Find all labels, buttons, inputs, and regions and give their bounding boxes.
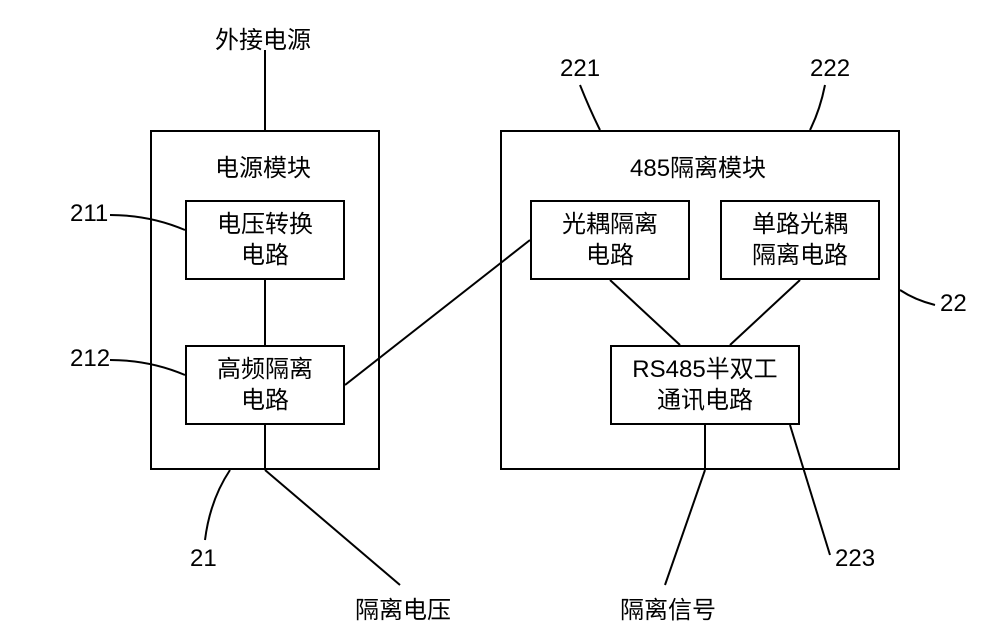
ref-223: 223: [835, 545, 875, 573]
ref-222: 222: [810, 55, 850, 83]
ref-221: 221: [560, 55, 600, 83]
opto-isolation-label: 光耦隔离电路: [562, 209, 658, 271]
rs485-module-title: 485隔离模块: [630, 148, 766, 183]
rs485-comm-box: RS485半双工通讯电路: [610, 345, 800, 425]
ref-22: 22: [940, 290, 967, 318]
single-opto-label: 单路光耦隔离电路: [752, 209, 848, 271]
ref-212: 212: [70, 345, 110, 373]
opto-isolation-box: 光耦隔离电路: [530, 200, 690, 280]
external-power-label: 外接电源: [215, 20, 311, 55]
ref-21: 21: [190, 545, 217, 573]
voltage-convert-label: 电压转换电路: [217, 209, 313, 271]
single-opto-box: 单路光耦隔离电路: [720, 200, 880, 280]
voltage-convert-box: 电压转换电路: [185, 200, 345, 280]
isolated-signal-label: 隔离信号: [620, 590, 716, 625]
hf-isolation-label: 高频隔离电路: [217, 354, 313, 416]
isolated-voltage-label: 隔离电压: [355, 590, 451, 625]
diagram-canvas: 电源模块 电压转换电路 高频隔离电路 485隔离模块 光耦隔离电路 单路光耦隔离…: [0, 0, 1000, 637]
rs485-comm-label: RS485半双工通讯电路: [632, 354, 777, 416]
power-module-title: 电源模块: [215, 148, 311, 183]
hf-isolation-box: 高频隔离电路: [185, 345, 345, 425]
ref-211: 211: [70, 200, 108, 228]
